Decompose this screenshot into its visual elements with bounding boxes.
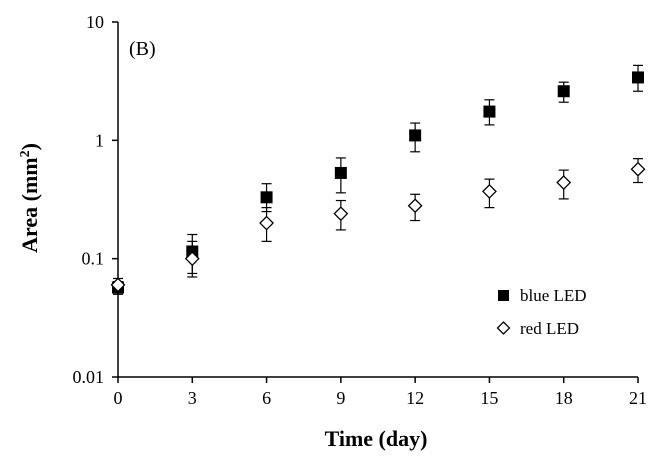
data-point-red-led bbox=[110, 277, 126, 293]
y-tick-label: 1 bbox=[95, 130, 104, 150]
y-tick-label: 0.1 bbox=[82, 249, 105, 269]
data-marks bbox=[110, 71, 646, 294]
data-point-red-led bbox=[482, 184, 497, 199]
data-point-red-led bbox=[407, 198, 423, 214]
data-point-red-led bbox=[630, 161, 646, 177]
y-axis-title-sup: 2 bbox=[18, 150, 33, 157]
data-point-blue-led bbox=[557, 85, 570, 98]
legend: blue LED red LED bbox=[496, 286, 587, 338]
y-axis-title-main: Area (mm bbox=[17, 157, 42, 253]
data-point-red-led bbox=[333, 206, 349, 222]
y-tick-label: 0.01 bbox=[73, 367, 105, 387]
legend-marker-red-led bbox=[496, 321, 511, 335]
data-point-blue-led bbox=[409, 129, 422, 142]
data-point-blue-led bbox=[260, 191, 273, 204]
ticks: 0.01 0.1 1 10 0 3 6 9 12 15 18 21 bbox=[73, 12, 648, 408]
data-point-blue-led bbox=[483, 105, 496, 118]
panel-label: (B) bbox=[129, 38, 156, 60]
y-axis-title-end: ) bbox=[17, 143, 42, 150]
x-tick-label: 3 bbox=[188, 388, 197, 408]
y-axis-title: Area (mm2) bbox=[17, 143, 42, 253]
legend-label-red-led: red LED bbox=[520, 319, 579, 338]
data-point-blue-led bbox=[632, 71, 644, 84]
data-point-red-led bbox=[184, 251, 200, 267]
x-tick-label: 12 bbox=[406, 388, 424, 408]
x-tick-label: 6 bbox=[262, 388, 271, 408]
x-axis-title: Time (day) bbox=[325, 426, 428, 451]
axes bbox=[117, 22, 638, 378]
x-tick-label: 0 bbox=[114, 388, 123, 408]
legend-label-blue-led: blue LED bbox=[520, 286, 587, 305]
data-point-red-led bbox=[556, 175, 572, 190]
data-point-blue-led bbox=[334, 166, 347, 179]
y-tick-label: 10 bbox=[86, 12, 104, 32]
data-point-red-led bbox=[259, 215, 274, 231]
legend-marker-blue-led bbox=[498, 290, 509, 301]
x-tick-label: 18 bbox=[555, 388, 573, 408]
x-tick-label: 15 bbox=[480, 388, 498, 408]
x-tick-label: 21 bbox=[629, 388, 647, 408]
x-tick-label: 9 bbox=[336, 388, 345, 408]
